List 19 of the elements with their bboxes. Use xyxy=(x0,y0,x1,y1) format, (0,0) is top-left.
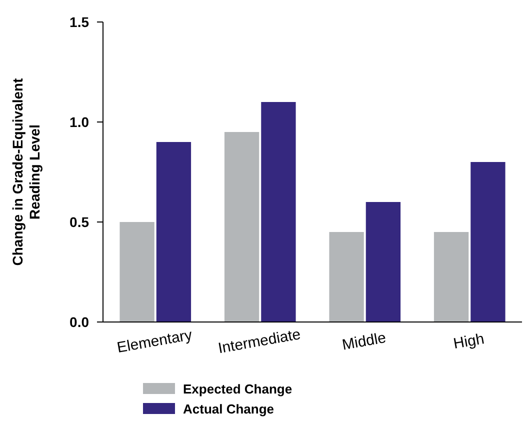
x-tick-label: Elementary xyxy=(116,326,194,357)
y-tick-label: 0.5 xyxy=(70,214,90,230)
y-tick-label: 1.0 xyxy=(70,114,90,130)
y-tick-label: 0.0 xyxy=(70,314,90,330)
bar xyxy=(120,222,154,322)
x-tick-label: Middle xyxy=(340,329,388,354)
bar xyxy=(261,102,296,322)
bar xyxy=(470,162,506,322)
bar xyxy=(156,142,192,322)
legend-label: Actual Change xyxy=(183,402,274,417)
x-tick-label: Intermediate xyxy=(216,326,302,358)
x-tick-label: High xyxy=(452,330,486,353)
y-axis-title: Change in Grade-Equivalent Reading Level xyxy=(10,78,42,266)
legend-label: Expected Change xyxy=(183,382,292,397)
bar xyxy=(434,232,469,322)
bar xyxy=(224,132,260,322)
bar xyxy=(366,202,401,322)
bar xyxy=(329,232,364,322)
y-tick-label: 1.5 xyxy=(70,14,90,30)
